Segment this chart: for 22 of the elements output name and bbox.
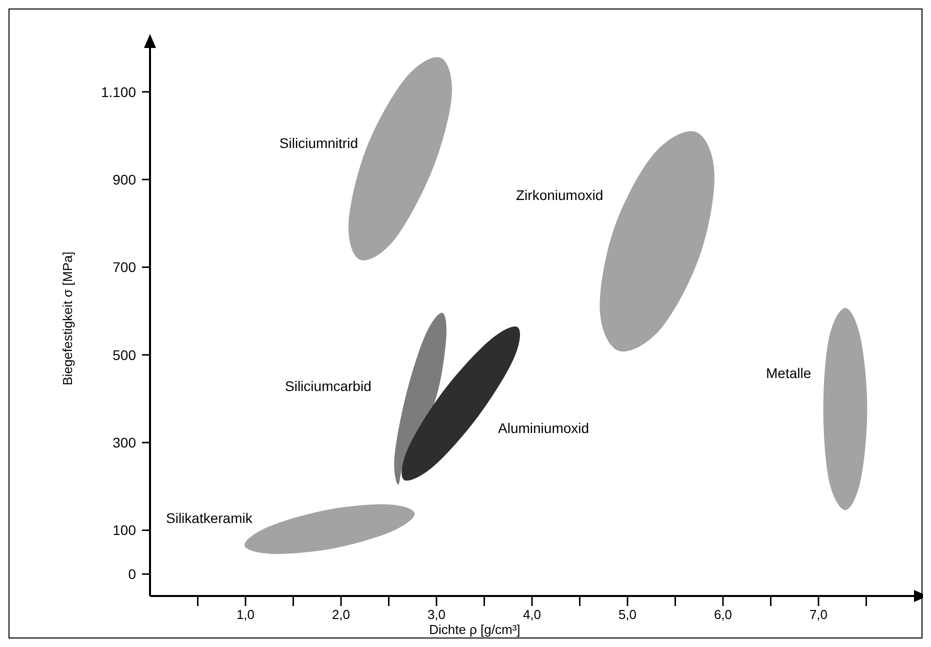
x-tick-label: 1,0 (236, 607, 255, 622)
x-tick-label: 5,0 (618, 607, 637, 622)
x-tick-label: 6,0 (714, 607, 732, 622)
y-tick-label: 100 (112, 522, 136, 538)
y-tick-label: 900 (112, 172, 136, 188)
y-tick-label: 0 (128, 566, 136, 582)
series-label: Siliciumnitrid (279, 135, 358, 151)
text: Siliciumcarbid (285, 378, 372, 394)
series-label: Silikatkeramik (166, 510, 254, 526)
y-tick-label: 300 (112, 434, 136, 451)
series-label: Zirkoniumoxid (516, 187, 604, 203)
y-tick-label: 500 (112, 346, 136, 363)
series-label: Aluminiumoxid (498, 420, 590, 436)
x-axis-title: Dichte ρ [g/cm³] (429, 622, 520, 637)
y-tick-label: 700 (112, 259, 136, 276)
x-tick-label: 3,0 (427, 607, 446, 622)
x-tick-label: 4,0 (522, 607, 542, 622)
x-tick-label: 7,0 (809, 607, 828, 622)
y-axis-title: Biegefestigkeit σ [MPa] (60, 252, 75, 386)
x-tick-label: 2,0 (332, 607, 350, 622)
y-tick-label: 1.100 (100, 84, 136, 100)
series-label: Metalle (766, 365, 812, 381)
